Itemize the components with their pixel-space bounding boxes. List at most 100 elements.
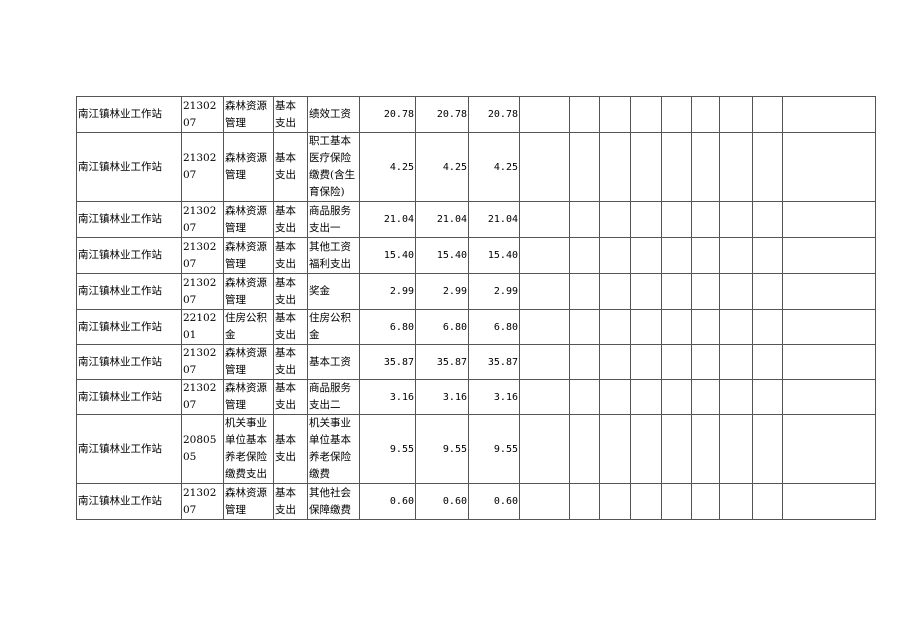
amount-basic-cell: 4.25 bbox=[468, 132, 520, 202]
empty-cell bbox=[569, 309, 600, 345]
empty-cell bbox=[691, 237, 720, 274]
amount-subtotal-cell: 2.99 bbox=[415, 273, 469, 310]
empty-cell bbox=[719, 344, 753, 380]
empty-cell bbox=[752, 96, 783, 133]
empty-cell bbox=[691, 273, 720, 310]
empty-cell bbox=[519, 483, 570, 520]
empty-cell bbox=[630, 309, 662, 345]
empty-cell bbox=[569, 132, 600, 202]
empty-cell bbox=[782, 201, 876, 238]
empty-cell bbox=[519, 273, 570, 310]
empty-cell bbox=[630, 237, 662, 274]
table-row: 南江镇林业工作站 2130207 森林资源管理 基本支出 商品服务支出一 21.04 21.… bbox=[76, 201, 876, 238]
category-cell: 森林资源管理 bbox=[223, 273, 274, 310]
empty-cell bbox=[782, 96, 876, 133]
unit-cell: 南江镇林业工作站 bbox=[76, 273, 182, 310]
empty-cell bbox=[752, 379, 783, 415]
empty-cell bbox=[782, 379, 876, 415]
empty-cell bbox=[691, 344, 720, 380]
empty-cell bbox=[630, 201, 662, 238]
code-cell: 2130207 bbox=[181, 344, 224, 380]
empty-cell bbox=[569, 379, 600, 415]
unit-cell: 南江镇林业工作站 bbox=[76, 483, 182, 520]
empty-cell bbox=[719, 96, 753, 133]
empty-cell bbox=[782, 414, 876, 484]
unit-cell: 南江镇林业工作站 bbox=[76, 201, 182, 238]
empty-cell bbox=[691, 201, 720, 238]
type-cell: 基本支出 bbox=[273, 237, 308, 274]
empty-cell bbox=[599, 132, 631, 202]
item-cell: 住房公积金 bbox=[307, 309, 360, 345]
amount-total-cell: 6.80 bbox=[359, 309, 416, 345]
category-cell: 森林资源管理 bbox=[223, 201, 274, 238]
empty-cell bbox=[519, 237, 570, 274]
item-cell: 奖金 bbox=[307, 273, 360, 310]
category-cell: 住房公积金 bbox=[223, 309, 274, 345]
code-cell: 2130207 bbox=[181, 483, 224, 520]
table-row: 南江镇林业工作站 2130207 森林资源管理 基本支出 其他工资福利支出 15.40 15… bbox=[76, 237, 876, 274]
amount-total-cell: 3.16 bbox=[359, 379, 416, 415]
amount-total-cell: 2.99 bbox=[359, 273, 416, 310]
empty-cell bbox=[782, 344, 876, 380]
type-cell: 基本支出 bbox=[273, 273, 308, 310]
empty-cell bbox=[782, 273, 876, 310]
empty-cell bbox=[719, 379, 753, 415]
table-row: 南江镇林业工作站 2130207 森林资源管理 基本支出 基本工资 35.87 35.87 3… bbox=[76, 344, 876, 380]
empty-cell bbox=[599, 273, 631, 310]
code-cell: 2130207 bbox=[181, 96, 224, 133]
empty-cell bbox=[569, 483, 600, 520]
table-row: 南江镇林业工作站 2130207 森林资源管理 基本支出 商品服务支出二 3.16 3.16… bbox=[76, 379, 876, 415]
empty-cell bbox=[719, 201, 753, 238]
empty-cell bbox=[752, 414, 783, 484]
empty-cell bbox=[519, 414, 570, 484]
table-row: 南江镇林业工作站 2130207 森林资源管理 基本支出 其他社会保障缴费 0.60 0.6… bbox=[76, 483, 876, 520]
unit-cell: 南江镇林业工作站 bbox=[76, 344, 182, 380]
unit-cell: 南江镇林业工作站 bbox=[76, 96, 182, 133]
amount-basic-cell: 20.78 bbox=[468, 96, 520, 133]
empty-cell bbox=[782, 309, 876, 345]
empty-cell bbox=[661, 309, 692, 345]
item-cell: 职工基本医疗保险缴费(含生育保险) bbox=[307, 132, 360, 202]
empty-cell bbox=[719, 132, 753, 202]
code-cell: 2210201 bbox=[181, 309, 224, 345]
empty-cell bbox=[691, 132, 720, 202]
empty-cell bbox=[569, 237, 600, 274]
empty-cell bbox=[599, 96, 631, 133]
empty-cell bbox=[782, 132, 876, 202]
item-cell: 机关事业单位基本养老保险缴费 bbox=[307, 414, 360, 484]
empty-cell bbox=[782, 237, 876, 274]
empty-cell bbox=[599, 237, 631, 274]
category-cell: 森林资源管理 bbox=[223, 483, 274, 520]
amount-subtotal-cell: 9.55 bbox=[415, 414, 469, 484]
item-cell: 其他工资福利支出 bbox=[307, 237, 360, 274]
empty-cell bbox=[630, 344, 662, 380]
empty-cell bbox=[569, 414, 600, 484]
code-cell: 2130207 bbox=[181, 273, 224, 310]
empty-cell bbox=[661, 414, 692, 484]
unit-cell: 南江镇林业工作站 bbox=[76, 379, 182, 415]
table-row: 南江镇林业工作站 2130207 森林资源管理 基本支出 奖金 2.99 2.99 2.99 bbox=[76, 273, 876, 310]
empty-cell bbox=[719, 237, 753, 274]
amount-subtotal-cell: 4.25 bbox=[415, 132, 469, 202]
empty-cell bbox=[630, 483, 662, 520]
amount-subtotal-cell: 0.60 bbox=[415, 483, 469, 520]
category-cell: 机关事业单位基本养老保险缴费支出 bbox=[223, 414, 274, 484]
category-cell: 森林资源管理 bbox=[223, 96, 274, 133]
unit-cell: 南江镇林业工作站 bbox=[76, 132, 182, 202]
empty-cell bbox=[519, 309, 570, 345]
empty-cell bbox=[719, 273, 753, 310]
empty-cell bbox=[569, 344, 600, 380]
empty-cell bbox=[752, 344, 783, 380]
empty-cell bbox=[519, 96, 570, 133]
empty-cell bbox=[630, 132, 662, 202]
amount-basic-cell: 35.87 bbox=[468, 344, 520, 380]
empty-cell bbox=[719, 309, 753, 345]
empty-cell bbox=[630, 414, 662, 484]
type-cell: 基本支出 bbox=[273, 344, 308, 380]
empty-cell bbox=[630, 379, 662, 415]
empty-cell bbox=[752, 237, 783, 274]
unit-cell: 南江镇林业工作站 bbox=[76, 309, 182, 345]
category-cell: 森林资源管理 bbox=[223, 132, 274, 202]
empty-cell bbox=[599, 344, 631, 380]
type-cell: 基本支出 bbox=[273, 379, 308, 415]
